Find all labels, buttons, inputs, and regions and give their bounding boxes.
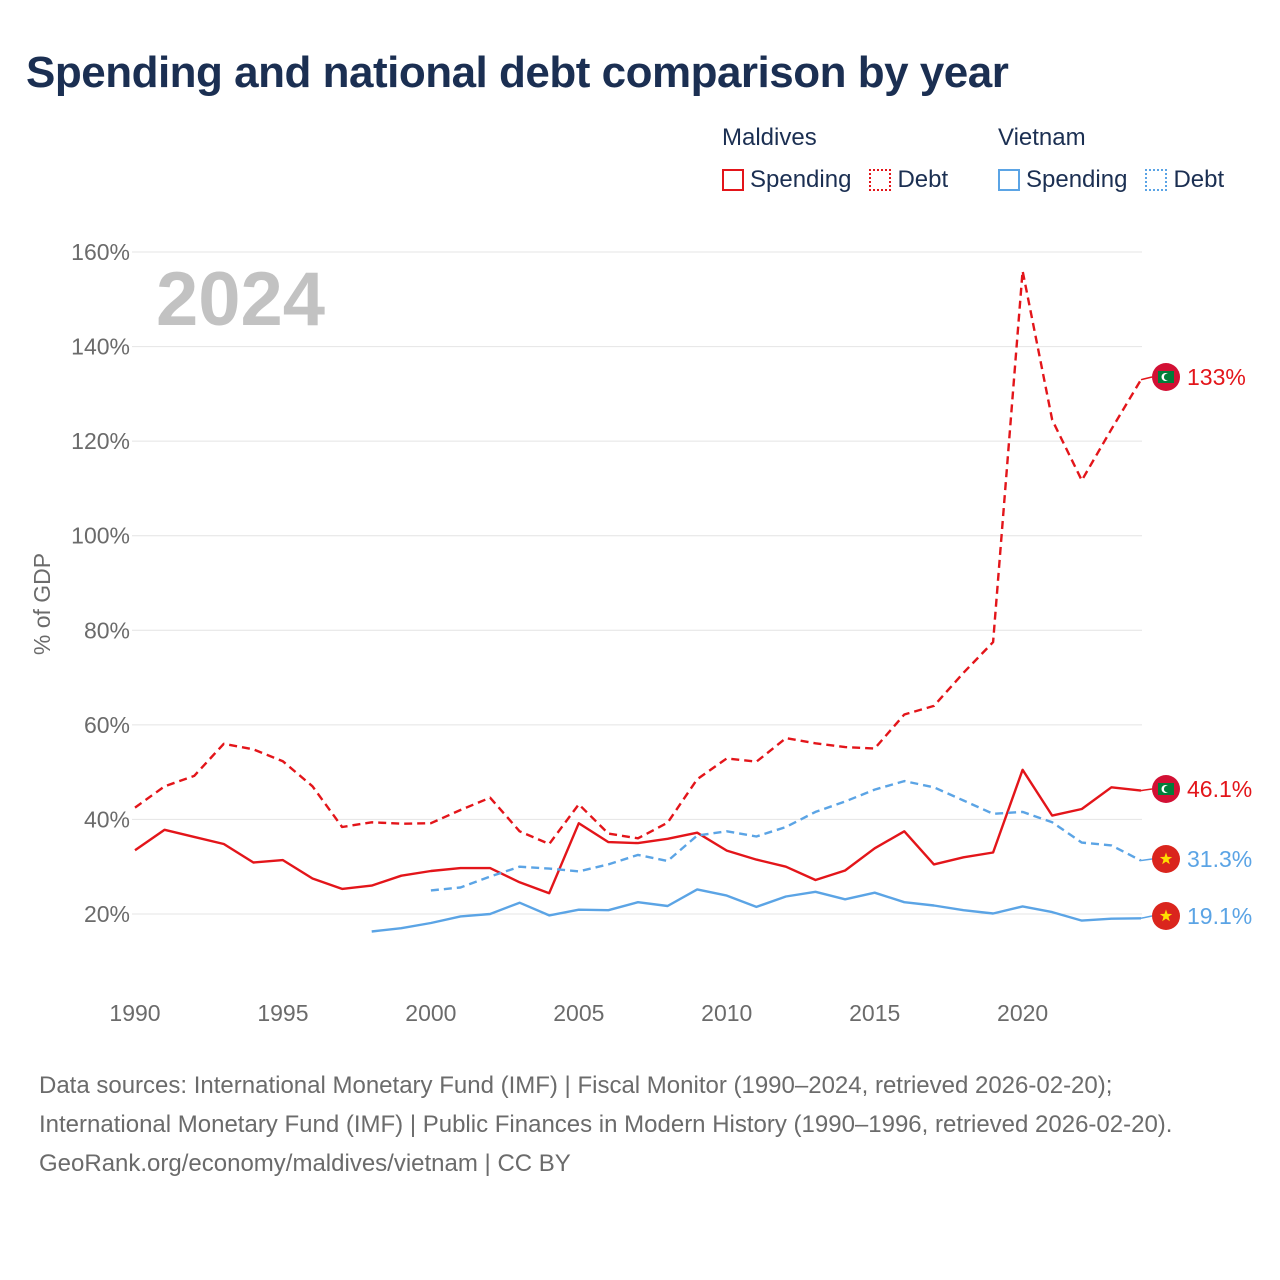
dotted-swatch-icon — [869, 169, 892, 191]
x-tick-label: 2005 — [553, 1000, 604, 1026]
solid-swatch-icon — [722, 169, 744, 191]
crescent-cutout — [1163, 373, 1171, 381]
y-tick-label: 120% — [71, 428, 130, 454]
legend-item-label: Spending — [1026, 166, 1128, 193]
maldives-flag-icon — [1152, 363, 1180, 391]
legend-item-label: Spending — [750, 166, 852, 193]
series-lines — [134, 269, 1143, 933]
y-tick-label: 80% — [84, 617, 130, 643]
end-value-label: 31.3% — [1187, 846, 1252, 872]
star-icon — [1159, 852, 1173, 865]
x-tick-label: 2010 — [701, 1000, 752, 1026]
legend-item-label: Debt — [1173, 166, 1225, 193]
legend-group-maldives: Maldives Spending Debt — [722, 124, 948, 194]
x-tick-label: 2015 — [849, 1000, 900, 1026]
legend-item-label: Debt — [897, 166, 949, 193]
vietnam-flag-icon — [1152, 845, 1180, 873]
y-tick-label: 160% — [71, 239, 130, 265]
legend-item-maldives-debt[interactable]: Debt — [869, 166, 948, 194]
year-watermark: 2024 — [156, 257, 325, 342]
legend-item-vietnam-spending[interactable]: Spending — [998, 166, 1127, 194]
x-tick-label: 1995 — [257, 1000, 308, 1026]
y-axis-ticks: 20% 40% 60% 80% 100% 120% 140% 160% — [71, 239, 130, 927]
legend-item-maldives-spending[interactable]: Spending — [722, 166, 851, 194]
x-tick-label: 2020 — [997, 1000, 1048, 1026]
maldives-flag-icon — [1152, 775, 1180, 803]
maldives-debt-line — [134, 269, 1143, 846]
line-chart: 2024 20%40%60%80%100%120%140%160% 1990 19… — [29, 239, 1252, 1026]
vietnam-debt-line — [430, 779, 1142, 892]
end-labels: 133% 46.1% 31.3% 19.1% — [1140, 363, 1252, 930]
legend-group-vietnam: Vietnam Spending Debt — [998, 124, 1224, 194]
leader-line — [1140, 376, 1153, 381]
y-tick-label: 140% — [71, 334, 130, 360]
x-tick-label: 2000 — [405, 1000, 456, 1026]
legend-group-title: Maldives — [722, 124, 817, 151]
x-tick-label: 1990 — [109, 1000, 160, 1026]
legend-item-vietnam-debt[interactable]: Debt — [1145, 166, 1224, 194]
chart-title: Spending and national debt comparison by… — [26, 48, 1009, 97]
y-tick-label: 40% — [84, 806, 130, 832]
star-icon — [1159, 909, 1173, 922]
y-tick-label: 100% — [71, 523, 130, 549]
leader-line — [1140, 788, 1153, 792]
y-tick-label: 20% — [84, 901, 130, 927]
leader-line — [1140, 858, 1153, 862]
solid-swatch-icon — [998, 169, 1020, 191]
end-value-label: 46.1% — [1187, 776, 1252, 802]
footer: Data sources: International Monetary Fun… — [39, 1066, 1249, 1183]
dotted-swatch-icon — [1145, 169, 1168, 191]
y-tick-label: 60% — [84, 712, 130, 738]
maldives-spending-line — [134, 768, 1142, 895]
data-sources: Data sources: International Monetary Fun… — [39, 1072, 1173, 1138]
attribution: GeoRank.org/economy/maldives/vietnam | C… — [39, 1150, 571, 1177]
x-axis-ticks: 1990 1995 2000 2005 2010 2015 2020 — [109, 1000, 1048, 1026]
end-value-label: 19.1% — [1187, 903, 1252, 929]
end-value-label: 133% — [1187, 364, 1246, 390]
crescent-cutout — [1163, 785, 1171, 793]
vietnam-spending-line — [371, 888, 1142, 933]
vietnam-flag-icon — [1152, 902, 1180, 930]
y-axis-title: % of GDP — [29, 553, 55, 655]
legend-group-title: Vietnam — [998, 124, 1086, 151]
leader-line — [1140, 915, 1153, 919]
gridlines — [132, 251, 1142, 915]
